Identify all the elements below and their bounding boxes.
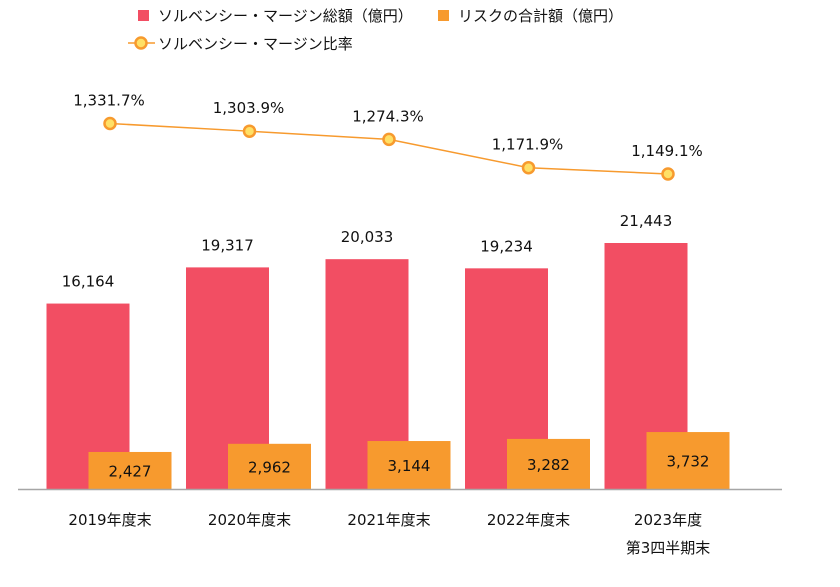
data-label-solvency-total: 16,164 <box>62 273 115 291</box>
data-label-risk-total: 3,282 <box>527 456 570 474</box>
x-tick-label-line: 第3四半期末 <box>626 539 711 557</box>
data-label-solvency-total: 19,234 <box>480 237 533 255</box>
point-solvency-ratio <box>661 167 675 181</box>
x-tick-label-line: 2020年度末 <box>208 511 291 529</box>
data-label-solvency-ratio: 1,171.9% <box>492 136 564 154</box>
data-label-solvency-ratio: 1,331.7% <box>73 92 145 110</box>
x-tick-label: 2022年度末 <box>487 511 570 529</box>
data-label-solvency-ratio: 1,149.1% <box>631 142 703 160</box>
legend-label-risk-total: リスクの合計額（億円） <box>458 7 623 25</box>
data-label-solvency-total: 19,317 <box>201 236 254 254</box>
data-label-risk-total: 2,427 <box>109 462 152 480</box>
bar-risk-total <box>367 441 451 489</box>
x-tick-label: 2020年度末 <box>208 511 291 529</box>
bar-risk-total <box>507 438 590 489</box>
bar-risk-total <box>646 432 730 489</box>
data-label-risk-total: 2,962 <box>248 458 291 476</box>
point-solvency-ratio <box>521 160 536 175</box>
line-solvency-ratio <box>109 122 669 175</box>
plot-area: 16,164 19,317 20,033 19,234 21,443 2,427 2,962… <box>18 92 782 557</box>
legend-label-solvency-ratio: ソルベンシー・マージン比率 <box>158 35 353 53</box>
legend-swatch-solvency-total <box>138 10 149 21</box>
data-label-solvency-total: 21,443 <box>620 212 673 230</box>
x-tick-label-line: 2019年度末 <box>68 511 151 529</box>
x-tick-label-line: 2023年度 <box>634 511 702 529</box>
legend: ソルベンシー・マージン総額（億円） リスクの合計額（億円） ソルベンシー・マージ… <box>128 7 623 53</box>
point-solvency-ratio <box>242 124 257 138</box>
x-tick-label-line: 2022年度末 <box>487 511 570 529</box>
point-solvency-ratio <box>103 116 117 131</box>
data-label-solvency-ratio: 1,274.3% <box>352 107 424 125</box>
bar-risk-total <box>228 443 311 489</box>
data-label-risk-total: 3,144 <box>388 457 431 475</box>
x-tick-label-line: 2021年度末 <box>347 511 430 529</box>
data-label-solvency-total: 20,033 <box>341 228 394 246</box>
legend-label-solvency-total: ソルベンシー・マージン総額（億円） <box>158 7 413 25</box>
point-solvency-ratio <box>382 132 396 147</box>
data-label-risk-total: 3,732 <box>667 453 710 471</box>
bar-risk-total <box>88 451 172 489</box>
data-label-solvency-ratio: 1,303.9% <box>213 99 285 117</box>
legend-swatch-risk-total <box>438 10 449 21</box>
x-tick-label: 2019年度末 <box>68 511 151 529</box>
x-tick-label: 2023年度第3四半期末 <box>626 511 711 557</box>
legend-marker-solvency-ratio <box>134 36 148 50</box>
x-tick-label: 2021年度末 <box>347 511 430 529</box>
